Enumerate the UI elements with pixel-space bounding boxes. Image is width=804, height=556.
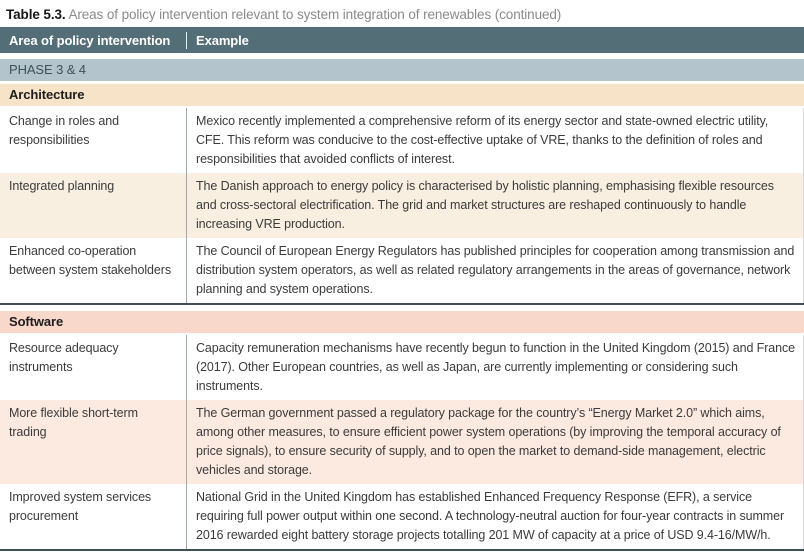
- area-cell: Change in roles and responsibilities: [0, 108, 187, 173]
- area-cell: More flexible short-term trading: [0, 400, 187, 484]
- architecture-rows: Change in roles and responsibilities Mex…: [0, 108, 804, 303]
- spacer: [0, 81, 804, 84]
- area-cell: Integrated planning: [0, 173, 187, 238]
- column-header-area: Area of policy intervention: [0, 31, 187, 49]
- table-row: Improved system services procurement Nat…: [0, 484, 803, 549]
- spacer: [0, 106, 804, 108]
- area-cell: Improved system services procurement: [0, 484, 187, 549]
- table-bottom-rule: [0, 549, 804, 551]
- example-cell: The Council of European Energy Regulator…: [196, 244, 795, 296]
- spacer: [0, 53, 804, 59]
- table-title-text: Areas of policy intervention relevant to…: [68, 7, 562, 22]
- example-cell: Mexico recently implemented a comprehens…: [196, 114, 769, 166]
- table-row: Resource adequacy instruments Capacity r…: [0, 335, 803, 400]
- area-cell: Enhanced co-operation between system sta…: [0, 238, 187, 303]
- spacer: [0, 333, 804, 335]
- area-cell: Resource adequacy instruments: [0, 335, 187, 400]
- spacer: [0, 305, 804, 311]
- phase-banner: PHASE 3 & 4: [0, 59, 804, 81]
- example-cell: National Grid in the United Kingdom has …: [196, 490, 785, 542]
- table-header-row: Area of policy intervention Example: [0, 27, 804, 53]
- table-row: Change in roles and responsibilities Mex…: [0, 108, 803, 173]
- table-row: Integrated planning The Danish approach …: [0, 173, 803, 238]
- example-cell: The German government passed a regulator…: [196, 406, 781, 477]
- example-cell: Capacity remuneration mechanisms have re…: [196, 341, 795, 393]
- table-title: Table 5.3. Areas of policy intervention …: [0, 0, 804, 27]
- table-title-label: Table 5.3.: [6, 7, 66, 22]
- section-header-architecture: Architecture: [0, 84, 804, 106]
- example-cell: The Danish approach to energy policy is …: [196, 179, 774, 231]
- section-header-software: Software: [0, 311, 804, 333]
- column-header-example: Example: [196, 32, 249, 48]
- software-rows: Resource adequacy instruments Capacity r…: [0, 335, 804, 549]
- table-row: Enhanced co-operation between system sta…: [0, 238, 803, 303]
- table-row: More flexible short-term trading The Ger…: [0, 400, 803, 484]
- section-divider-rule: [0, 303, 804, 305]
- policy-table: Area of policy intervention Example PHAS…: [0, 27, 804, 551]
